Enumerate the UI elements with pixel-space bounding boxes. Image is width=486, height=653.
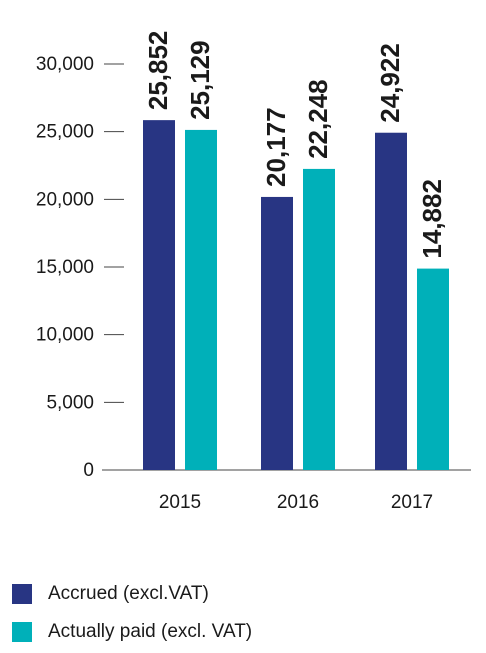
x-tick-label: 2016	[277, 492, 319, 513]
legend-swatch-accrued	[12, 584, 32, 604]
data-label: 24,922	[375, 43, 405, 123]
y-tick-label: 20,000	[36, 189, 94, 210]
bar-accrued-2016	[261, 196, 293, 470]
x-axis: 2015 2016 2017	[159, 492, 433, 513]
y-tick-label: 10,000	[36, 325, 94, 346]
bar-accrued-2015	[143, 120, 175, 471]
bar-group: 25,852 25,129 20,177 22,248 24,922 14,882	[143, 31, 449, 471]
bar-chart: 0 5,000 10,000 15,000 20,000 25,000 30,000 25,…	[36, 31, 471, 513]
x-tick-label: 2017	[391, 492, 433, 513]
bar-actually-paid-2015	[185, 129, 217, 470]
data-label: 22,248	[303, 79, 333, 159]
x-tick-label: 2015	[159, 492, 201, 513]
data-label: 20,177	[261, 107, 291, 187]
y-tick-label: 0	[83, 460, 94, 481]
y-tick-label: 25,000	[36, 122, 94, 143]
data-label: 25,129	[185, 40, 215, 120]
legend-swatch-actually-paid	[12, 622, 32, 642]
y-tick-label: 30,000	[36, 54, 94, 75]
y-tick-label: 5,000	[46, 392, 94, 413]
bar-actually-paid-2016	[303, 168, 335, 470]
legend-item-accrued: Accrued (excl.VAT)	[12, 583, 209, 605]
y-tick-label: 15,000	[36, 257, 94, 278]
data-label: 25,852	[143, 31, 173, 111]
bar-accrued-2017	[375, 132, 407, 470]
bar-actually-paid-2017	[417, 268, 449, 470]
data-label: 14,882	[417, 179, 447, 259]
legend-label-actually-paid: Actually paid (excl. VAT)	[48, 621, 253, 642]
legend-label-accrued: Accrued (excl.VAT)	[48, 583, 209, 604]
legend-item-actually-paid: Actually paid (excl. VAT)	[12, 621, 252, 643]
y-axis: 0 5,000 10,000 15,000 20,000 25,000 30,000	[36, 54, 124, 481]
